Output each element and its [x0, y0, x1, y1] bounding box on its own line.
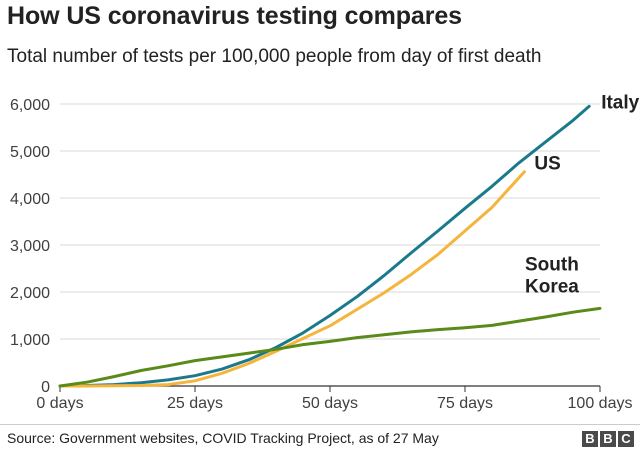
- series-label-line: South: [525, 254, 579, 275]
- x-tick-label: 0 days: [36, 395, 83, 412]
- series-label-south-korea: South Korea: [525, 254, 579, 297]
- source-note: Source: Government websites, COVID Track…: [7, 430, 439, 446]
- series-label-italy: Italy: [601, 92, 639, 113]
- series-line-us: [58, 170, 526, 388]
- series-label-line: Korea: [525, 276, 579, 297]
- series-labels: Italy US South Korea: [525, 92, 640, 297]
- x-tick-label: 50 days: [302, 395, 358, 412]
- logo-letter-b2: B: [600, 431, 616, 447]
- x-tick-label: 100 days: [568, 395, 633, 412]
- series-lines: [58, 104, 602, 388]
- chart-title: How US coronavirus testing compares: [7, 2, 462, 30]
- logo-letter-c: C: [618, 431, 634, 447]
- chart-subtitle: Total number of tests per 100,000 people…: [7, 46, 542, 67]
- x-tick-label: 75 days: [437, 395, 493, 412]
- y-tick-label: 3,000: [10, 238, 50, 255]
- series-label-line: Italy: [601, 92, 639, 113]
- series-line-south-korea: [58, 306, 602, 388]
- y-tick-label: 0: [41, 379, 50, 396]
- y-tick-label: 4,000: [10, 191, 50, 208]
- axes: 0 1,000 2,000 3,000 4,000 5,000 6,000 0 days 25 …: [10, 97, 633, 412]
- footer-divider: [0, 424, 640, 425]
- y-tick-label: 5,000: [10, 144, 50, 161]
- line-chart: 0 1,000 2,000 3,000 4,000 5,000 6,000 0 days 25 …: [10, 92, 640, 412]
- y-tick-label: 6,000: [10, 97, 50, 114]
- logo-letter-b1: B: [582, 431, 598, 447]
- y-tick-label: 2,000: [10, 285, 50, 302]
- series-label-line: US: [534, 154, 560, 175]
- x-tick-label: 25 days: [167, 395, 223, 412]
- series-line-italy: [58, 104, 591, 388]
- y-tick-label: 1,000: [10, 332, 50, 349]
- gridlines: [60, 103, 600, 340]
- bbc-logo: B B C: [582, 431, 634, 447]
- series-label-us: US: [534, 154, 560, 175]
